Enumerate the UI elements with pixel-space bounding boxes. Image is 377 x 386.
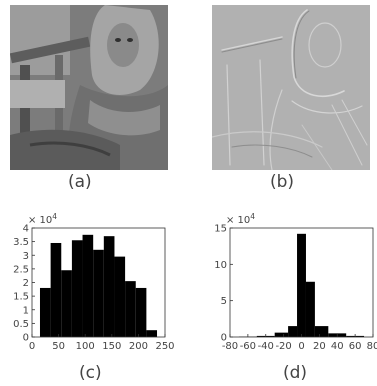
- y-tick-label: 2.5: [13, 264, 29, 275]
- photo-original-graphic: [10, 5, 168, 170]
- y-tick-label: 10: [214, 260, 227, 271]
- y-tick-label: 15: [214, 224, 227, 235]
- x-tick-label: 60: [349, 341, 362, 352]
- caption-b: (b): [270, 172, 295, 192]
- histogram-bar: [297, 233, 306, 337]
- y-tick-label: 0: [221, 333, 227, 344]
- x-tick-label: -40: [258, 341, 274, 352]
- histogram-bar: [274, 332, 289, 337]
- histogram-bar: [61, 270, 72, 337]
- axis-multiplier: × 104: [28, 212, 57, 226]
- y-tick-label: 3: [23, 251, 29, 262]
- histogram-bar: [103, 236, 115, 337]
- histogram-bar: [135, 287, 147, 337]
- histogram-bar: [305, 281, 315, 337]
- photo-residual: [212, 5, 370, 170]
- x-tick-label: 200: [129, 341, 148, 352]
- histogram-bar: [125, 281, 136, 337]
- x-tick-label: -60: [240, 341, 256, 352]
- histogram-bar: [39, 287, 51, 337]
- photo-residual-graphic: [212, 5, 370, 170]
- y-tick-label: 0: [23, 333, 29, 344]
- x-tick-label: 250: [155, 341, 174, 352]
- histogram-bar: [114, 256, 126, 337]
- axis-multiplier: × 104: [226, 212, 255, 226]
- x-tick-label: 0: [298, 341, 304, 352]
- histogram-bar: [50, 242, 62, 337]
- x-tick-label: 50: [52, 341, 65, 352]
- x-tick-label: -80: [222, 341, 238, 352]
- histogram-residual: -80 -60 -40 -20 0 20 40 60 80 0 5 10 15× 104: [214, 212, 377, 352]
- histogram-bar: [146, 330, 158, 337]
- y-tick-label: 1.5: [13, 292, 29, 303]
- caption-a: (a): [68, 172, 92, 192]
- x-tick-label: -20: [275, 341, 291, 352]
- histogram-bar: [71, 240, 83, 337]
- photo-original: [10, 5, 168, 170]
- x-tick-label: 0: [29, 341, 35, 352]
- y-tick-label: 2: [23, 278, 29, 289]
- y-tick-label: 3.5: [13, 237, 29, 248]
- histogram-bar: [93, 249, 104, 337]
- histogram-bar: [82, 234, 94, 337]
- caption-d: (d): [283, 363, 308, 383]
- x-tick-label: 80: [367, 341, 377, 352]
- y-tick-label: 5: [221, 296, 227, 307]
- y-tick-label: 0.5: [13, 319, 29, 330]
- y-tick-label: 1: [23, 305, 29, 316]
- x-tick-label: 20: [313, 341, 326, 352]
- y-tick-label: 4: [23, 224, 29, 235]
- x-tick-label: 150: [102, 341, 121, 352]
- histogram-bar: [288, 326, 298, 337]
- x-tick-label: 40: [331, 341, 344, 352]
- histogram-bar: [314, 326, 329, 337]
- x-tick-label: 100: [76, 341, 95, 352]
- caption-c: (c): [79, 363, 102, 383]
